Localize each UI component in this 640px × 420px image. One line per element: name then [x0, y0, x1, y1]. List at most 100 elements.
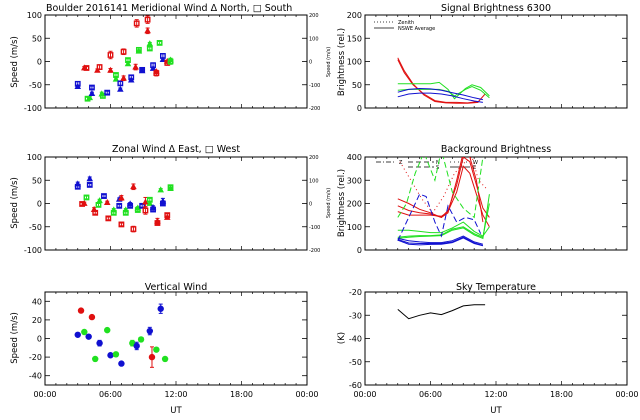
square-marker: [116, 202, 123, 209]
meridional-point: [117, 85, 124, 92]
skytemp-ytick-label: -60: [349, 381, 362, 390]
meridional-y2tick-label: -200: [309, 106, 320, 112]
triangle-marker: [127, 76, 135, 83]
zonal-y2tick-label: -100: [309, 225, 320, 231]
skytemp-ylabel: (K): [337, 332, 347, 344]
meridional-point: [127, 76, 135, 83]
zonal-point: [130, 183, 137, 191]
skytemp-chart: 00:00 06:00 12:00 18:00 00:00 -20 -30 -40 -50 -60: [349, 288, 639, 399]
vertical-ylabel: Speed (m/s): [10, 312, 20, 364]
vertical-xtick-label: 18:00: [230, 390, 253, 399]
skytemp-ytick-label: -20: [349, 288, 362, 297]
skytemp-series-sky-temperature: [397, 304, 486, 320]
zonal-ylabel: Speed (m/s): [10, 177, 20, 229]
meridional-point: [120, 74, 127, 82]
background-ytick-label: 300: [347, 176, 362, 185]
square-marker: [110, 209, 117, 216]
zonal-point: [83, 194, 90, 201]
meridional-ytick-label: 100: [27, 11, 42, 20]
dot-marker: [92, 355, 99, 363]
meridional-point: [107, 50, 114, 60]
background-ytick-label: 100: [347, 223, 362, 232]
square-marker: [105, 215, 112, 222]
triangle-marker: [144, 27, 151, 34]
square-marker: [92, 209, 99, 216]
zonal-point: [134, 207, 141, 213]
triangle-marker: [157, 186, 164, 193]
dot-marker: [153, 346, 160, 353]
skytemp-ytick-label: -40: [349, 335, 362, 344]
meridional-point: [124, 60, 132, 67]
meridional-point: [89, 84, 95, 91]
meridional-ylabel: Speed (m/s): [10, 36, 20, 88]
vertical-point: [118, 360, 125, 367]
triangle-marker: [112, 75, 120, 82]
legend-average-label: NSWE Average: [398, 26, 435, 32]
square-marker: [89, 84, 95, 91]
meridional-point: [146, 40, 154, 47]
vertical-point: [107, 352, 114, 359]
dot-marker: [146, 327, 153, 335]
background-series-green-Z: [397, 157, 484, 219]
triangle-marker: [138, 67, 146, 74]
background-plot-area: [397, 157, 490, 247]
meridional-point: [132, 63, 139, 71]
meridional-point: [120, 48, 127, 56]
signal-ytick-label: 150: [347, 34, 362, 43]
dot-marker: [148, 353, 156, 361]
square-marker: [83, 194, 90, 201]
zonal-point: [157, 186, 164, 193]
background-series-blue-E: [397, 237, 484, 247]
background-ytick-label: 200: [347, 200, 362, 209]
zonal-point: [96, 197, 103, 204]
zonal-point: [159, 200, 166, 207]
skytemp-ytick-label: -50: [349, 358, 362, 367]
dot-marker: [161, 355, 169, 363]
vertical-point: [88, 313, 96, 321]
zonal-point: [130, 225, 137, 233]
skytemp-xlabel: UT: [490, 406, 502, 416]
zonal-point: [105, 215, 112, 222]
vertical-frame: [44, 291, 308, 386]
zonal-point: [86, 181, 93, 188]
vertical-point: [146, 326, 153, 336]
zonal-title: Zonal Wind Δ East, □ West: [112, 144, 240, 155]
meridional-y2label: Speed (m/s): [326, 47, 332, 77]
triangle-marker: [149, 64, 157, 71]
vertical-point: [96, 339, 103, 347]
dot-marker: [85, 333, 92, 340]
triangle-marker: [81, 199, 88, 206]
triangle-marker: [118, 194, 125, 201]
meridional-point: [86, 94, 94, 101]
meridional-title: Boulder 2016141 Meridional Wind Δ North,…: [46, 3, 292, 14]
signal-series-red-1: [397, 57, 479, 104]
dot-marker: [118, 360, 125, 367]
meridional-point: [146, 45, 153, 52]
vertical-ytick-label: 0: [37, 335, 42, 344]
signal-legend: Zenith NSWE Average: [374, 20, 435, 32]
vertical-point: [104, 326, 111, 334]
zonal-ytick-label: 0: [37, 200, 42, 209]
triangle-marker: [120, 74, 127, 81]
meridional-point: [74, 82, 82, 90]
vertical-xlabel: UT: [170, 406, 182, 416]
vertical-point: [137, 336, 145, 343]
triangle-marker: [146, 40, 154, 47]
square-marker: [144, 16, 151, 23]
zonal-point: [116, 202, 123, 209]
signal-series-blue-1: [397, 87, 484, 101]
zonal-ytick-label: -100: [24, 246, 42, 255]
meridional-ytick-label: 0: [37, 58, 42, 67]
square-marker: [120, 48, 127, 55]
skytemp-xtick-label: 18:00: [550, 390, 573, 399]
zonal-point: [74, 183, 81, 190]
square-marker: [74, 183, 81, 190]
zonal-point: [150, 206, 156, 213]
vertical-xtick-label: 00:00: [33, 390, 56, 399]
vertical-ytick-label: -40: [29, 372, 42, 381]
background-ytick-label: 0: [357, 246, 362, 255]
triangle-marker: [146, 199, 154, 206]
meridional-ytick-label: -100: [24, 104, 42, 113]
zonal-point: [154, 220, 161, 226]
vertical-point: [81, 328, 88, 336]
